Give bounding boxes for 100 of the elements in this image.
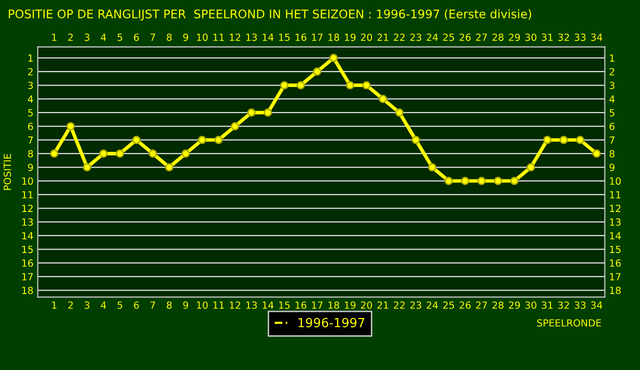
point [198, 136, 206, 144]
y-tick-label: 9 [28, 164, 33, 172]
point [378, 94, 388, 104]
point [296, 81, 305, 90]
x-tick-label: 32 [558, 301, 569, 309]
y-tick-label: 2 [28, 68, 33, 76]
y2-tick-label: 14 [610, 232, 621, 240]
x2-tick-label: 21 [377, 34, 388, 41]
point [313, 67, 322, 76]
y-tick-label: 11 [22, 191, 33, 198]
x2-tick-label: 32 [558, 34, 569, 41]
y2-tick-label: 18 [610, 286, 621, 294]
x2-tick-label: 17 [312, 34, 323, 41]
point [543, 136, 552, 144]
point [264, 108, 272, 117]
point [444, 176, 453, 186]
x2-tick-label: 30 [525, 34, 536, 41]
y-tick-label: 6 [28, 122, 33, 130]
y-tick-label: 13 [22, 218, 33, 226]
y-tick-label: 8 [28, 150, 33, 158]
y2-tick-label: 8 [610, 150, 614, 158]
x2-tick-label: 28 [492, 34, 504, 41]
point [132, 136, 141, 144]
x2-tick-label: 25 [443, 34, 454, 41]
x2-tick-label: 20 [361, 34, 372, 41]
point [362, 81, 371, 90]
chart-title: POSITIE OP DE RANGLIJST PER SPEELROND IN HET SEIZOEN : 1996-1997 (Eerste divisie) [8, 9, 532, 21]
x2-tick-label: 3 [84, 34, 90, 41]
x2-tick-label: 22 [394, 34, 405, 41]
point [50, 149, 58, 158]
y-tick-label: 17 [22, 273, 33, 280]
x-tick-label: 24 [426, 301, 438, 309]
x-tick-label: 30 [525, 301, 536, 309]
x-tick-label: 5 [118, 302, 122, 309]
x2-tick-label: 16 [296, 34, 306, 41]
x-tick-label: 16 [296, 301, 306, 309]
x2-tick-label: 8 [166, 34, 172, 41]
x-tick-label: 21 [377, 301, 388, 309]
x-tick-label: 33 [574, 301, 586, 309]
y-axis-title: POSITIE [4, 154, 12, 190]
point [165, 163, 174, 172]
y-tick-label: 4 [28, 96, 34, 103]
x2-tick-label: 5 [118, 34, 122, 41]
point [510, 176, 519, 186]
y-tick-label: 1 [28, 54, 33, 62]
y-tick-label: 3 [28, 82, 33, 90]
x2-tick-label: 7 [150, 34, 156, 41]
point [526, 163, 536, 172]
x-axis-title: SPEELRONDE [537, 319, 601, 327]
y2-tick-label: 1 [610, 54, 614, 62]
y-tick-label: 14 [22, 232, 34, 240]
x-tick-label: 22 [394, 301, 405, 309]
x-tick-label: 23 [410, 301, 422, 309]
x2-tick-label: 1 [52, 34, 56, 41]
y2-tick-label: 4 [609, 96, 615, 103]
point [494, 176, 502, 186]
point [182, 149, 190, 158]
x-tick-label: 19 [344, 301, 356, 309]
x2-tick-label: 27 [476, 34, 487, 41]
y2-tick-label: 10 [610, 177, 621, 185]
x-tick-label: 1 [52, 302, 56, 309]
y-tick-label: 7 [28, 136, 33, 144]
point [99, 149, 108, 158]
point [592, 149, 601, 158]
x2-tick-label: 4 [100, 34, 106, 41]
point [116, 149, 124, 158]
y2-tick-label: 7 [610, 136, 614, 144]
point [214, 136, 223, 144]
y2-tick-label: 17 [610, 273, 621, 280]
x-tick-label: 3 [84, 301, 90, 309]
x-tick-label: 9 [183, 301, 188, 309]
x-tick-label: 10 [197, 301, 208, 309]
point [346, 81, 354, 90]
x-tick-label: 27 [476, 301, 487, 309]
x2-tick-label: 12 [230, 34, 240, 41]
y-tick-label: 12 [22, 204, 33, 212]
legend-label: 1996-1997 [298, 318, 364, 328]
point [460, 176, 470, 186]
y2-tick-label: 9 [610, 164, 614, 172]
x-tick-label: 20 [361, 301, 372, 309]
x2-tick-label: 15 [279, 34, 290, 41]
x2-tick-label: 19 [344, 34, 356, 41]
x-tick-label: 2 [68, 301, 73, 309]
point [280, 81, 288, 90]
x-tick-label: 7 [150, 302, 156, 309]
y2-tick-label: 11 [610, 191, 620, 198]
y-tick-label: 10 [22, 177, 33, 185]
x-tick-label: 26 [460, 301, 471, 309]
x2-tick-label: 2 [68, 34, 73, 41]
x2-tick-label: 13 [246, 34, 257, 41]
y-tick-label: 18 [22, 286, 33, 294]
x-tick-label: 17 [312, 302, 323, 309]
x2-tick-label: 14 [262, 34, 274, 41]
y2-tick-label: 6 [610, 122, 615, 130]
point [66, 122, 75, 130]
y2-tick-label: 16 [610, 259, 621, 267]
x2-tick-label: 33 [574, 34, 586, 41]
x-tick-label: 13 [246, 301, 257, 309]
point [560, 136, 568, 144]
x2-tick-label: 29 [508, 34, 520, 41]
